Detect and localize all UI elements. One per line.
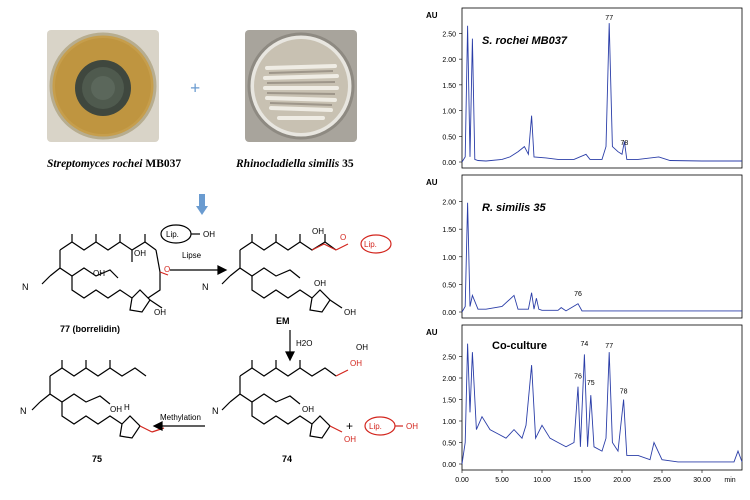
y-tick-label: 2.00 [442,200,456,207]
streptomyces-plate-photo [47,30,159,142]
compound-75-label: 75 [92,454,102,464]
oh-77-mid: OH [93,269,105,278]
methylation-label: Methylation [160,413,201,422]
n-atom-75: N [20,406,27,416]
y-tick-label: 1.00 [442,109,456,116]
x-tick-label: 5.00 [495,477,509,484]
lipase-label: Lip. [166,230,179,239]
chart-frame [461,7,743,169]
oh-em-top: OH [312,227,324,236]
streptomyces-plate-image [49,32,157,140]
oh-em-mid: OH [314,279,326,288]
peak-label: 77 [605,15,613,22]
y-tick-label: 0.00 [442,310,456,317]
series-trace [461,23,742,163]
y-tick-label: 1.00 [442,419,456,426]
chart-title: Co-culture [492,340,547,352]
chart-frame [461,324,743,471]
y-tick-label: 1.00 [442,255,456,262]
series-trace [461,343,743,465]
lipase-oh-product: OH [406,422,418,431]
process-down-arrow [196,194,208,215]
oh-75-mid: OH [110,405,122,414]
y-tick-label: 0.00 [442,462,456,469]
y-tick-label: 0.50 [442,282,456,289]
plus-product: + [346,419,353,433]
peak-label: 75 [587,380,595,387]
x-tick-label: 15.00 [573,477,591,484]
h2o-label: H2O [296,339,312,348]
oh-74-acid-bottom: OH [344,435,356,444]
y-tick-label: 1.50 [442,398,456,405]
rhinocladiella-name: Rhinocladiella similis 35 [236,158,354,170]
rhinocladiella-plate-photo [245,30,357,142]
hplc-chromatograms: AU 0.00 0.50 1.00 1.50 2.00 2.50 S. rochei MB03… [426,7,743,484]
h-75: H [124,403,130,412]
y-tick-label: 0.50 [442,441,456,448]
x-tick-label: 20.00 [613,477,631,484]
y-tick-label: 1.50 [442,227,456,234]
chart-title: R. similis 35 [482,202,546,214]
peak-label: 74 [581,341,589,348]
peak-label: 76 [574,291,582,298]
plus-sign: + [190,78,201,98]
rhinocladiella-plate-image [247,32,355,140]
streptomyces-name: Streptomyces rochei MB037 [47,158,182,170]
peak-label: 76 [574,373,582,380]
lipase-oh: OH [203,230,215,239]
chart-frame [461,174,743,319]
chromatogram-1: AU 0.00 0.50 1.00 1.50 2.00 2.50 S. rochei MB03… [426,7,743,169]
oh-77-top: OH [134,249,146,258]
peak-label: 77 [605,343,613,350]
oh-75-acid-top: OH [356,343,368,352]
y-tick-label: 0.50 [442,134,456,141]
x-tick-label: 0.00 [455,477,469,484]
chart-title: S. rochei MB037 [482,35,568,47]
lipase-label-product: Lip. [369,422,382,431]
oh-74-acid-top: OH [350,359,362,368]
y-axis-label: AU [426,328,438,337]
y-tick-label: 1.50 [442,83,456,90]
peak-label: 78 [620,388,628,395]
lipse-label: Lipse [182,251,202,260]
y-axis-label: AU [426,11,438,20]
y-tick-label: 2.00 [442,57,456,64]
reaction-scheme: N N N N OH OH OH O OH OH OH O OH OH OH O… [20,224,418,464]
x-tick-label: 10.00 [533,477,551,484]
compound-77-label: 77 (borrelidin) [60,324,120,334]
structure-77 [41,234,169,313]
y-tick-label: 2.00 [442,376,456,383]
y-tick-label: 2.50 [442,31,456,38]
structure-75 [31,360,165,439]
series-trace [461,202,742,313]
compound-em-label: EM [276,316,290,326]
oh-74-mid: OH [302,405,314,414]
y-tick-label: 0.00 [442,160,456,167]
n-atom-74: N [212,406,219,416]
y-tick-label: 2.50 [442,355,456,362]
n-atom-77: N [22,282,29,292]
lipase-label-em: Lip. [364,240,377,249]
structure-em [221,234,349,313]
o-em-ester: O [340,233,346,242]
chromatogram-3: AU 0.00 0.50 1.00 1.50 2.00 2.50 Co-culture 76 74… [426,324,743,484]
n-atom-em: N [202,282,209,292]
oh-em-acid: OH [344,308,356,317]
compound-74-label: 74 [282,454,292,464]
x-tick-label: 25.00 [653,477,671,484]
o-77-ester: O [164,265,170,274]
structure-74 [221,360,349,439]
peak-label: 78 [621,140,629,147]
y-axis-label: AU [426,178,438,187]
x-axis-label: min [724,477,735,484]
oh-77-acid: OH [154,308,166,317]
chromatogram-2: AU 0.00 0.50 1.00 1.50 2.00 R. similis 35 76 [426,174,743,319]
x-tick-label: 30.00 [693,477,711,484]
